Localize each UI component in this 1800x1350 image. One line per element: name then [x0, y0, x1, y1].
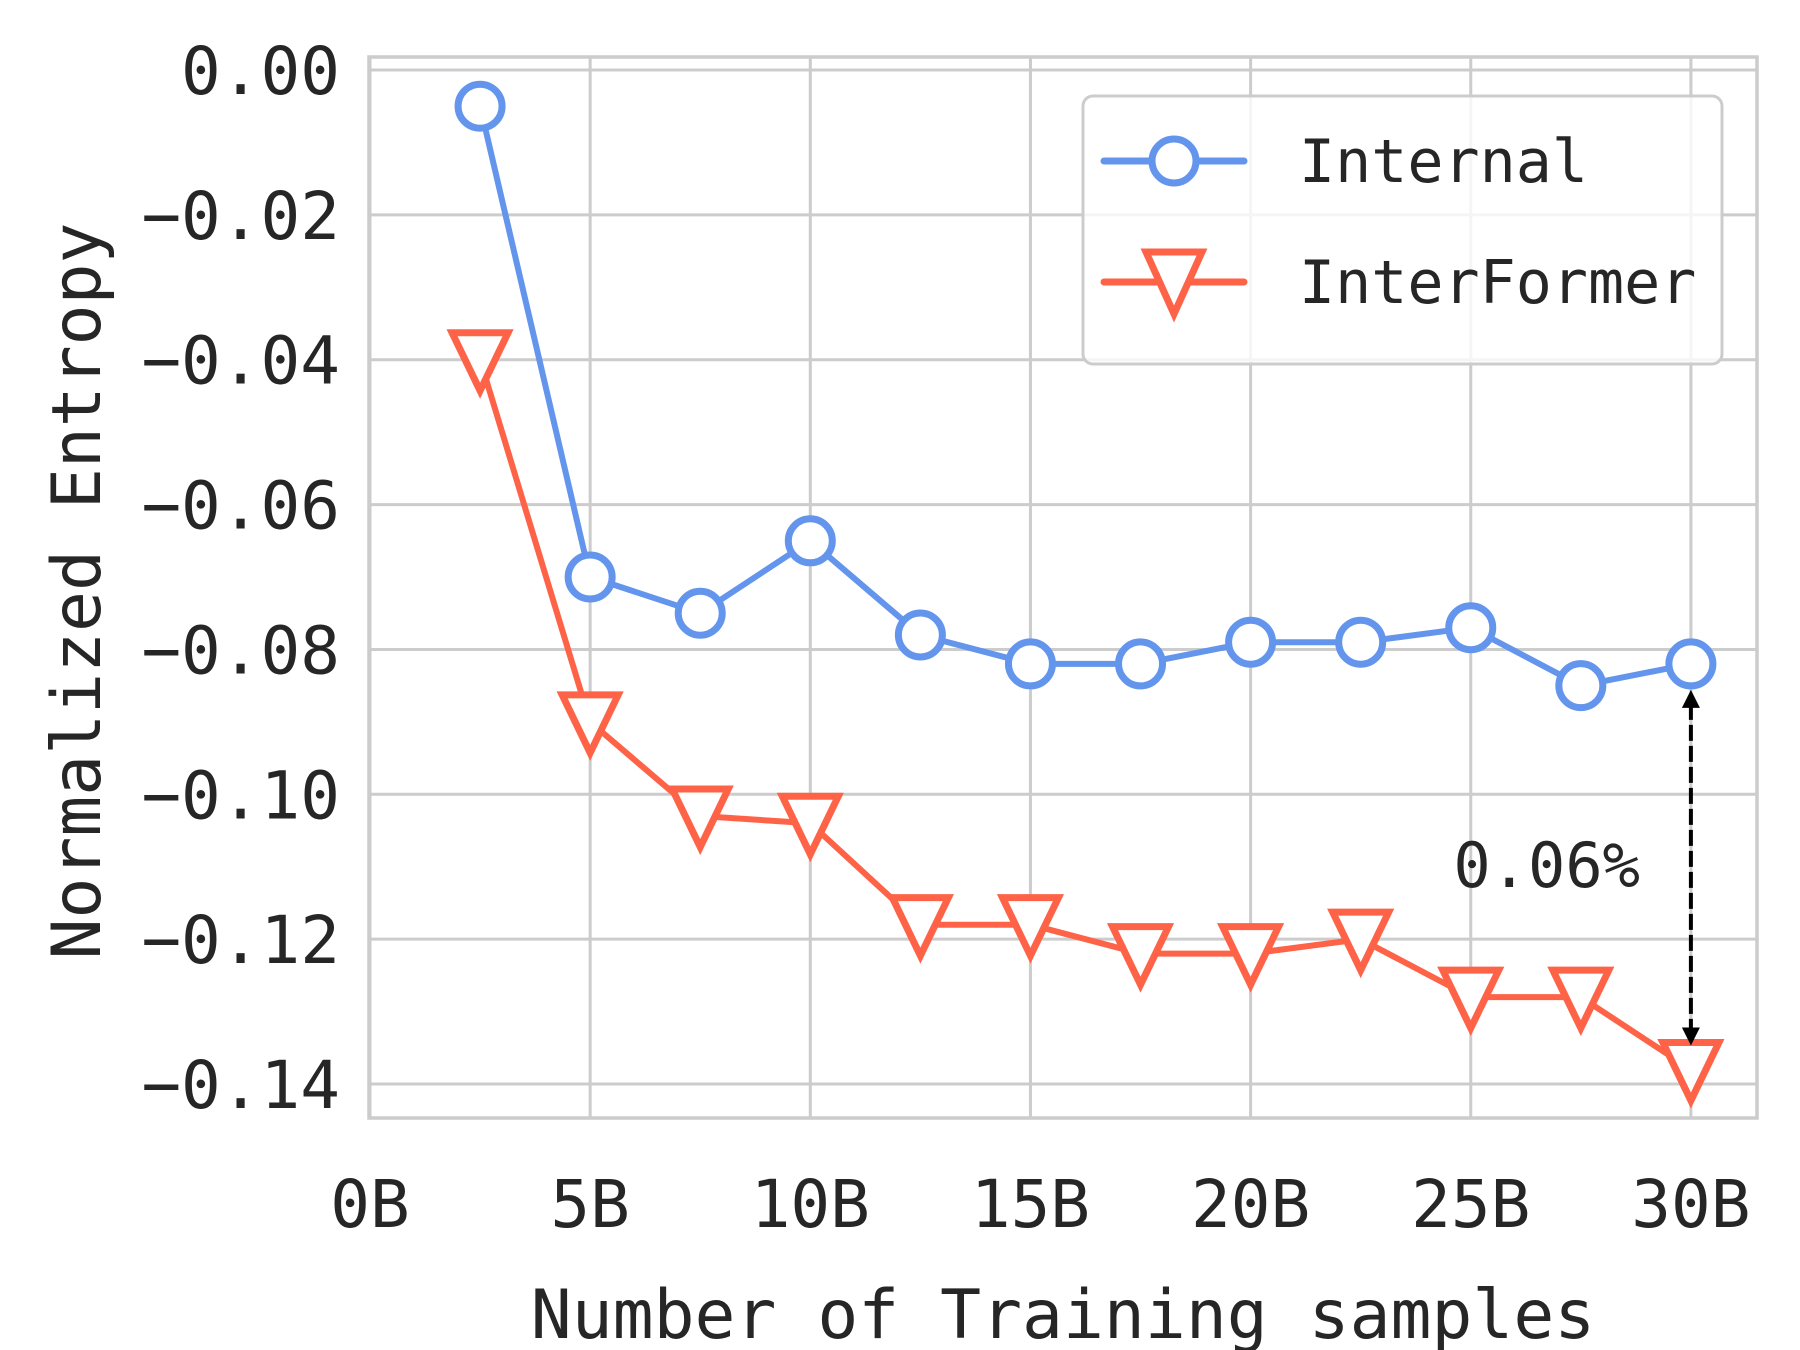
y-axis-title: Normalized Entropy: [38, 223, 117, 960]
triangle-down-marker-icon: [666, 785, 734, 856]
x-axis-ticks: 0B 5B 10B 15B 20B 25B 30B: [330, 1166, 1750, 1243]
circle-marker-icon: [784, 515, 836, 567]
x-tick-label: 15B: [971, 1166, 1090, 1243]
circle-marker-icon: [1445, 602, 1497, 654]
y-tick-label: −0.12: [141, 902, 340, 979]
gap-annotation-label: 0.06%: [1453, 829, 1640, 902]
gap-annotation: 0.06%: [1453, 689, 1700, 1046]
circle-marker-icon: [894, 609, 946, 661]
series-interformer: [446, 329, 1725, 1109]
axes-frame: [367, 55, 1759, 1120]
y-tick-label: −0.08: [141, 612, 340, 689]
triangle-down-marker-icon: [1106, 923, 1175, 993]
legend-label-interformer: InterFormer: [1299, 248, 1696, 318]
y-tick-label: −0.06: [141, 468, 340, 545]
triangle-down-marker-icon: [1437, 966, 1505, 1037]
circle-marker-icon: [1148, 135, 1200, 187]
arrow-head-down-icon: [1681, 1027, 1700, 1046]
data-series: [446, 80, 1725, 1109]
triangle-down-marker-icon: [1217, 923, 1285, 993]
x-tick-label: 25B: [1411, 1166, 1530, 1243]
arrow-head-up-icon: [1681, 689, 1700, 708]
y-tick-label: −0.02: [141, 178, 340, 255]
x-tick-label: 5B: [550, 1166, 629, 1243]
circle-marker-icon: [564, 551, 616, 603]
series-internal: [454, 80, 1717, 712]
triangle-down-marker-icon: [1547, 966, 1615, 1037]
y-tick-label: −0.10: [141, 757, 340, 834]
y-tick-label: −0.04: [141, 323, 340, 400]
legend: Internal InterFormer: [1081, 94, 1724, 366]
circle-marker-icon: [1004, 638, 1056, 690]
triangle-down-marker-icon: [886, 894, 954, 964]
triangle-down-marker-icon: [556, 691, 624, 761]
y-axis-ticks: 0.00 −0.02 −0.04 −0.06 −0.08 −0.10 −0.12 −0.14: [141, 33, 340, 1124]
x-tick-label: 10B: [751, 1166, 870, 1243]
circle-marker-icon: [454, 80, 506, 132]
triangle-down-marker-icon: [1327, 908, 1395, 979]
x-tick-label: 30B: [1631, 1166, 1750, 1243]
circle-marker-icon: [1335, 616, 1387, 668]
x-tick-label: 20B: [1191, 1166, 1310, 1243]
circle-marker-icon: [1225, 616, 1277, 668]
circle-marker-icon: [1115, 638, 1167, 690]
y-tick-label: −0.14: [141, 1047, 340, 1124]
triangle-down-marker-icon: [996, 894, 1065, 964]
triangle-down-marker-icon: [1140, 248, 1208, 323]
legend-item-interformer[interactable]: InterFormer: [1100, 248, 1696, 323]
x-tick-label: 0B: [330, 1166, 409, 1243]
circle-marker-icon: [1665, 638, 1717, 690]
x-axis-title: Number of Training samples: [531, 1276, 1595, 1350]
circle-marker-icon: [1555, 660, 1607, 712]
triangle-down-marker-icon: [446, 329, 514, 399]
circle-marker-icon: [674, 587, 726, 639]
legend-item-internal[interactable]: Internal: [1100, 127, 1588, 197]
legend-label-internal: Internal: [1299, 127, 1588, 197]
triangle-down-marker-icon: [776, 792, 844, 863]
y-tick-label: 0.00: [181, 33, 340, 110]
